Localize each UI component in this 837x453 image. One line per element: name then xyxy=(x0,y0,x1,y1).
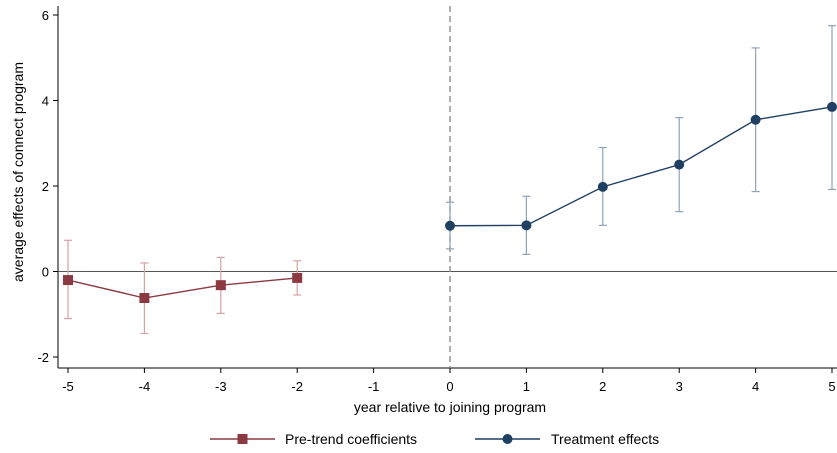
x-axis-ticks: -5 -4 -3 -2 -1 0 1 2 3 4 5 xyxy=(62,368,836,394)
x-tick-label: -3 xyxy=(215,379,227,394)
reference-lines xyxy=(58,6,837,368)
data-point xyxy=(750,114,761,125)
y-axis-title: average effects of connect program xyxy=(10,62,26,282)
legend-label: Treatment effects xyxy=(551,431,659,447)
y-tick-label: 0 xyxy=(42,265,49,280)
data-point xyxy=(63,275,73,286)
y-tick-label: 6 xyxy=(42,8,49,23)
x-axis-title: year relative to joining program xyxy=(354,399,546,415)
legend-item-0: Pre-trend coefficients xyxy=(210,431,417,447)
series-0 xyxy=(63,239,303,335)
data-point xyxy=(827,101,837,112)
legend: Pre-trend coefficients Treatment effects xyxy=(210,431,659,447)
legend-marker xyxy=(502,434,513,444)
series-line xyxy=(67,277,298,299)
legend-label: Pre-trend coefficients xyxy=(285,431,417,447)
y-axis-ticks: -2 0 2 4 6 xyxy=(37,8,58,365)
x-tick-label: 4 xyxy=(752,379,759,394)
data-point xyxy=(597,181,608,192)
series-layer xyxy=(63,25,837,335)
x-tick-label: 1 xyxy=(523,379,530,394)
x-tick-label: 3 xyxy=(676,379,683,394)
data-point xyxy=(674,159,685,170)
series-line xyxy=(449,106,833,227)
y-tick-label: 2 xyxy=(42,179,49,194)
x-tick-label: -1 xyxy=(368,379,380,394)
plot-frame xyxy=(57,6,837,369)
data-point xyxy=(215,280,226,291)
y-tick-label: 4 xyxy=(42,94,49,109)
data-point xyxy=(521,220,532,231)
data-point xyxy=(445,220,455,231)
series-1 xyxy=(445,25,837,255)
x-tick-label: -5 xyxy=(62,379,74,394)
x-tick-label: -4 xyxy=(139,379,151,394)
x-tick-label: 2 xyxy=(599,379,606,394)
legend-item-1: Treatment effects xyxy=(475,431,659,447)
y-tick-label: -2 xyxy=(37,350,49,365)
x-tick-label: 5 xyxy=(828,379,835,394)
x-tick-label: 0 xyxy=(446,379,453,394)
legend-marker xyxy=(237,434,248,444)
x-tick-label: -2 xyxy=(291,379,303,394)
data-point xyxy=(139,293,150,304)
data-point xyxy=(292,272,303,283)
